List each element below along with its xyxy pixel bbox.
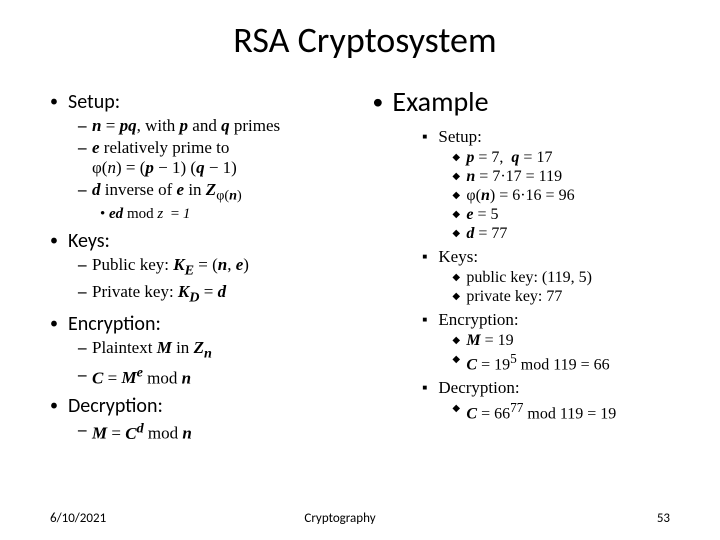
enc-item: –Plaintext M in Zn <box>78 338 352 362</box>
ex-dec-heading: ■Decryption: <box>422 378 687 398</box>
keys-label: Keys: <box>68 229 110 253</box>
dec-heading: •Decryption: <box>50 394 352 418</box>
enc-label: Encryption: <box>68 312 161 336</box>
enc-item: –C = Me mod n <box>78 365 352 389</box>
ex-setup-item: ◆φ(n) = 6·16 = 96 <box>452 187 687 205</box>
setup-heading: •Setup: <box>50 90 352 114</box>
setup-item: –n = pq, with p and q primes <box>78 116 352 136</box>
ex-keys-item: ◆public key: (119, 5) <box>452 269 687 287</box>
setup-item: –e relatively prime toφ(n) = (p − 1) (q … <box>78 138 352 178</box>
slide: RSA Cryptosystem •Setup: –n = pq, with p… <box>0 0 720 540</box>
setup-label: Setup: <box>68 90 120 114</box>
keys-item: –Private key: KD = d <box>78 282 352 306</box>
footer: 6/10/2021 Cryptography 53 <box>0 511 720 526</box>
ex-keys-item: ◆private key: 77 <box>452 288 687 306</box>
footer-center: Cryptography <box>0 511 720 526</box>
ex-enc-item: ◆M = 19 <box>452 332 687 350</box>
ex-setup-item: ◆n = 7·17 = 119 <box>452 168 687 186</box>
columns: •Setup: –n = pq, with p and q primes –e … <box>50 84 680 446</box>
example-heading: •Example <box>372 84 687 119</box>
ex-keys-heading: ■Keys: <box>422 247 687 267</box>
ex-setup-heading: ■Setup: <box>422 127 687 147</box>
right-column: •Example ■Setup: ◆p = 7, q = 17 ◆n = 7·1… <box>372 84 687 446</box>
enc-heading: •Encryption: <box>50 312 352 336</box>
dec-label: Decryption: <box>68 394 163 418</box>
dec-item: –M = Cd mod n <box>78 420 352 444</box>
ex-dec-item: ◆C = 6677 mod 119 = 19 <box>452 400 687 423</box>
footer-page: 53 <box>657 511 670 526</box>
keys-item: –Public key: KE = (n, e) <box>78 255 352 279</box>
ex-enc-heading: ■Encryption: <box>422 310 687 330</box>
slide-title: RSA Cryptosystem <box>50 18 680 62</box>
setup-subitem: • ed mod z = 1 <box>100 206 352 223</box>
ex-enc-item: ◆C = 195 mod 119 = 66 <box>452 351 687 374</box>
ex-setup-item: ◆d = 77 <box>452 225 687 243</box>
setup-item: –d inverse of e in Zφ(n) <box>78 180 352 204</box>
ex-setup-item: ◆p = 7, q = 17 <box>452 149 687 167</box>
footer-date: 6/10/2021 <box>50 511 106 526</box>
ex-setup-item: ◆e = 5 <box>452 206 687 224</box>
left-column: •Setup: –n = pq, with p and q primes –e … <box>50 84 352 446</box>
keys-heading: •Keys: <box>50 229 352 253</box>
